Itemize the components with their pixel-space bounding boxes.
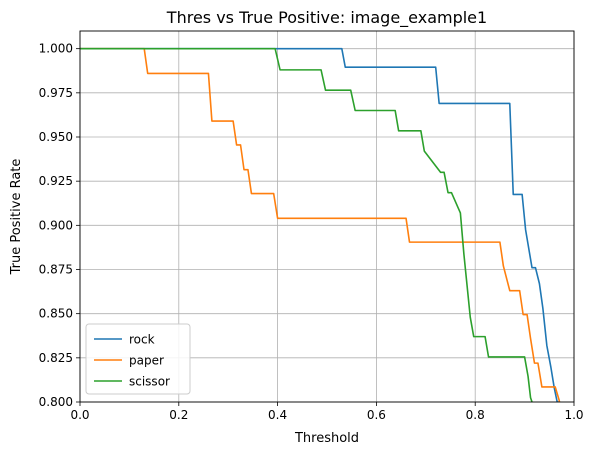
series-line-rock <box>80 47 561 402</box>
series-line-scissor <box>80 47 533 402</box>
x-tick-label: 0.6 <box>367 408 386 422</box>
x-tick-label: 0.0 <box>70 408 89 422</box>
x-tick-label: 0.8 <box>466 408 485 422</box>
series-layer <box>80 47 561 402</box>
y-tick-label: 0.800 <box>39 395 73 409</box>
series-line-paper <box>80 47 561 402</box>
legend-frame <box>85 323 191 395</box>
y-tick-label: 0.925 <box>39 174 73 188</box>
y-tick-label: 0.950 <box>39 130 73 144</box>
y-tick-label: 0.900 <box>39 218 73 232</box>
x-axis-label: Threshold <box>294 431 359 446</box>
x-tick-label: 1.0 <box>564 408 583 422</box>
legend: rock paper scissor <box>85 323 191 395</box>
x-tick-label: 0.2 <box>169 408 188 422</box>
y-axis-label: True Positive Rate <box>9 159 24 276</box>
x-tick-label: 0.4 <box>268 408 287 422</box>
y-tick-label: 0.875 <box>39 263 73 277</box>
y-tick-label: 0.850 <box>39 307 73 321</box>
y-axis-ticks: 0.800 0.825 0.850 0.875 0.900 0.925 0.950 0.975… <box>39 42 80 409</box>
chart-title: Thres vs True Positive: image_example1 <box>166 8 487 28</box>
x-axis-ticks: 0.0 0.2 0.4 0.6 0.8 1.0 <box>70 402 584 422</box>
y-tick-label: 1.000 <box>39 42 73 56</box>
y-tick-label: 0.825 <box>39 351 73 365</box>
legend-label-rock: rock <box>129 333 155 347</box>
legend-label-paper: paper <box>129 354 164 368</box>
y-tick-label: 0.975 <box>39 86 73 100</box>
legend-label-scissor: scissor <box>129 375 170 389</box>
plot-frame <box>79 30 575 403</box>
